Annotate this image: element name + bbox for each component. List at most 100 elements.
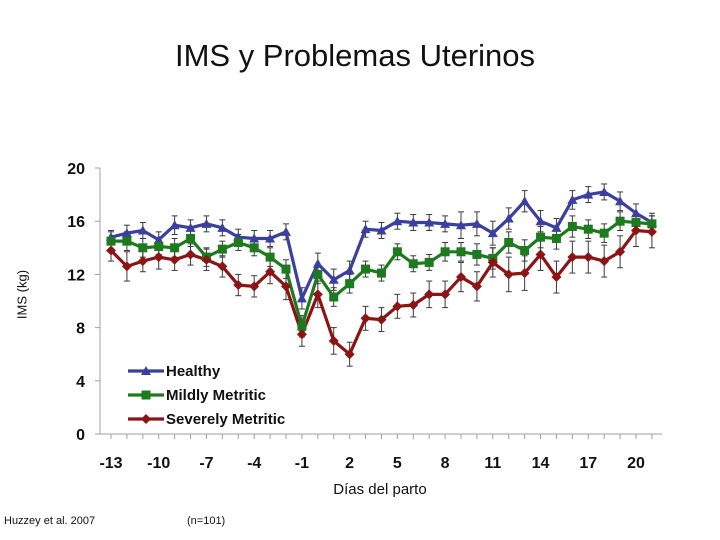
severely-metritic-point <box>551 272 562 283</box>
severely-metritic-point <box>567 252 578 263</box>
mildly-metritic-point <box>376 268 386 278</box>
mildly-metritic-point <box>138 243 148 253</box>
healthy-point <box>535 216 546 226</box>
mildly-metritic-point <box>520 245 530 255</box>
x-tick-label: 5 <box>393 455 402 472</box>
legend-item-healthy: Healthy <box>128 363 221 380</box>
page-title: IMS y Problemas Uterinos <box>174 38 536 73</box>
severely-metritic-point <box>631 225 641 236</box>
mildly-metritic-point <box>313 269 323 279</box>
healthy-point <box>169 220 180 230</box>
severely-metritic-point <box>217 261 228 272</box>
mildly-metritic-point <box>472 249 482 259</box>
severely-metritic-point <box>233 280 244 291</box>
markers-layer <box>106 186 657 360</box>
mildly-metritic-point <box>504 237 514 247</box>
y-tick-label: 0 <box>76 427 85 444</box>
healthy-point <box>615 196 626 206</box>
severely-metritic-point <box>265 266 276 277</box>
severely-metritic-line <box>109 228 653 356</box>
x-tick-label: 20 <box>627 455 645 472</box>
y-tick-label: 4 <box>76 374 85 391</box>
healthy-point <box>360 224 371 234</box>
mildly-metritic-point <box>408 259 418 269</box>
tick-labels-layer: 0 4 8 12 16 20 -13 -10 -7 -4 -1 2 5 8 11 14 17 20 <box>67 161 645 472</box>
severely-metritic-point <box>344 349 355 360</box>
severely-metritic-point <box>456 272 466 283</box>
legend-label: Healthy <box>166 363 221 380</box>
y-tick-label: 8 <box>76 321 85 338</box>
sample-size: (n=101) <box>187 515 226 527</box>
healthy-point <box>265 233 276 243</box>
severely-metritic-point <box>185 249 196 260</box>
mildly-metritic-point <box>647 219 657 229</box>
x-tick-label: -7 <box>199 455 213 472</box>
healthy-point <box>344 265 355 275</box>
legend-item-severely-metritic: Severely Metritic <box>128 411 285 428</box>
severely-metritic-point <box>440 289 451 300</box>
severely-metritic-point <box>328 335 339 346</box>
mildly-metritic-point <box>631 218 641 228</box>
mildly-metritic-point <box>329 292 339 302</box>
x-tick-label: -1 <box>295 455 309 472</box>
axes-layer <box>95 167 662 439</box>
healthy-point <box>631 208 641 218</box>
severely-metritic-point <box>599 256 610 267</box>
severely-metritic-point <box>169 254 180 265</box>
mildly-metritic-point <box>170 243 180 253</box>
mildly-metritic-point <box>186 233 196 243</box>
mildly-metritic-point <box>551 233 561 243</box>
mildly-metritic-point <box>392 247 402 257</box>
healthy-point <box>217 222 228 232</box>
severely-metritic-point <box>535 249 546 260</box>
mildly-metritic-point <box>281 264 291 274</box>
mildly-metritic-point <box>297 321 307 331</box>
healthy-point <box>201 218 212 228</box>
healthy-point <box>456 220 466 230</box>
y-axis-label: IMS (kg) <box>14 269 30 320</box>
mildly-metritic-point <box>599 228 609 238</box>
mildly-metritic-point <box>536 232 546 242</box>
legend-swatch-marker <box>141 390 151 400</box>
severely-metritic-point <box>408 299 419 310</box>
x-tick-label: 2 <box>345 455 354 472</box>
mildly-metritic-point <box>265 252 275 262</box>
healthy-point <box>503 213 514 223</box>
severely-metritic-point <box>487 257 498 268</box>
healthy-point <box>392 216 403 226</box>
healthy-point <box>328 274 339 284</box>
severely-metritic-point <box>106 245 116 256</box>
x-tick-label: 17 <box>579 455 597 472</box>
severely-metritic-point <box>201 254 212 265</box>
y-tick-label: 16 <box>67 214 85 231</box>
healthy-point <box>249 233 260 243</box>
healthy-line <box>110 190 653 300</box>
healthy-point <box>471 218 482 228</box>
healthy-point <box>137 225 148 235</box>
mildly-metritic-point <box>106 236 116 246</box>
severely-metritic-point <box>153 252 164 263</box>
severely-metritic-point <box>646 226 657 237</box>
healthy-point <box>376 225 387 235</box>
severely-metritic-point <box>296 329 307 340</box>
mildly-metritic-point <box>361 264 371 274</box>
legend-label: Severely Metritic <box>166 411 285 428</box>
severely-metritic-point <box>471 281 482 292</box>
healthy-point <box>440 218 451 228</box>
x-tick-label: -13 <box>99 455 122 472</box>
source-citation: Huzzey et al. 2007 <box>4 515 96 527</box>
x-tick-label: 11 <box>484 455 501 472</box>
mildly-metritic-point <box>154 241 164 251</box>
severely-metritic-point <box>583 252 594 263</box>
mildly-metritic-point <box>122 236 132 246</box>
severely-metritic-point <box>312 289 323 300</box>
mildly-metritic-point <box>217 244 227 254</box>
healthy-point <box>424 217 435 227</box>
x-tick-label: 8 <box>441 455 450 472</box>
severely-metritic-point <box>281 281 291 292</box>
severely-metritic-point <box>392 301 403 312</box>
mildly-metritic-point <box>345 279 355 289</box>
healthy-point <box>551 222 562 232</box>
healthy-point <box>153 234 164 244</box>
mildly-metritic-point <box>233 237 243 247</box>
